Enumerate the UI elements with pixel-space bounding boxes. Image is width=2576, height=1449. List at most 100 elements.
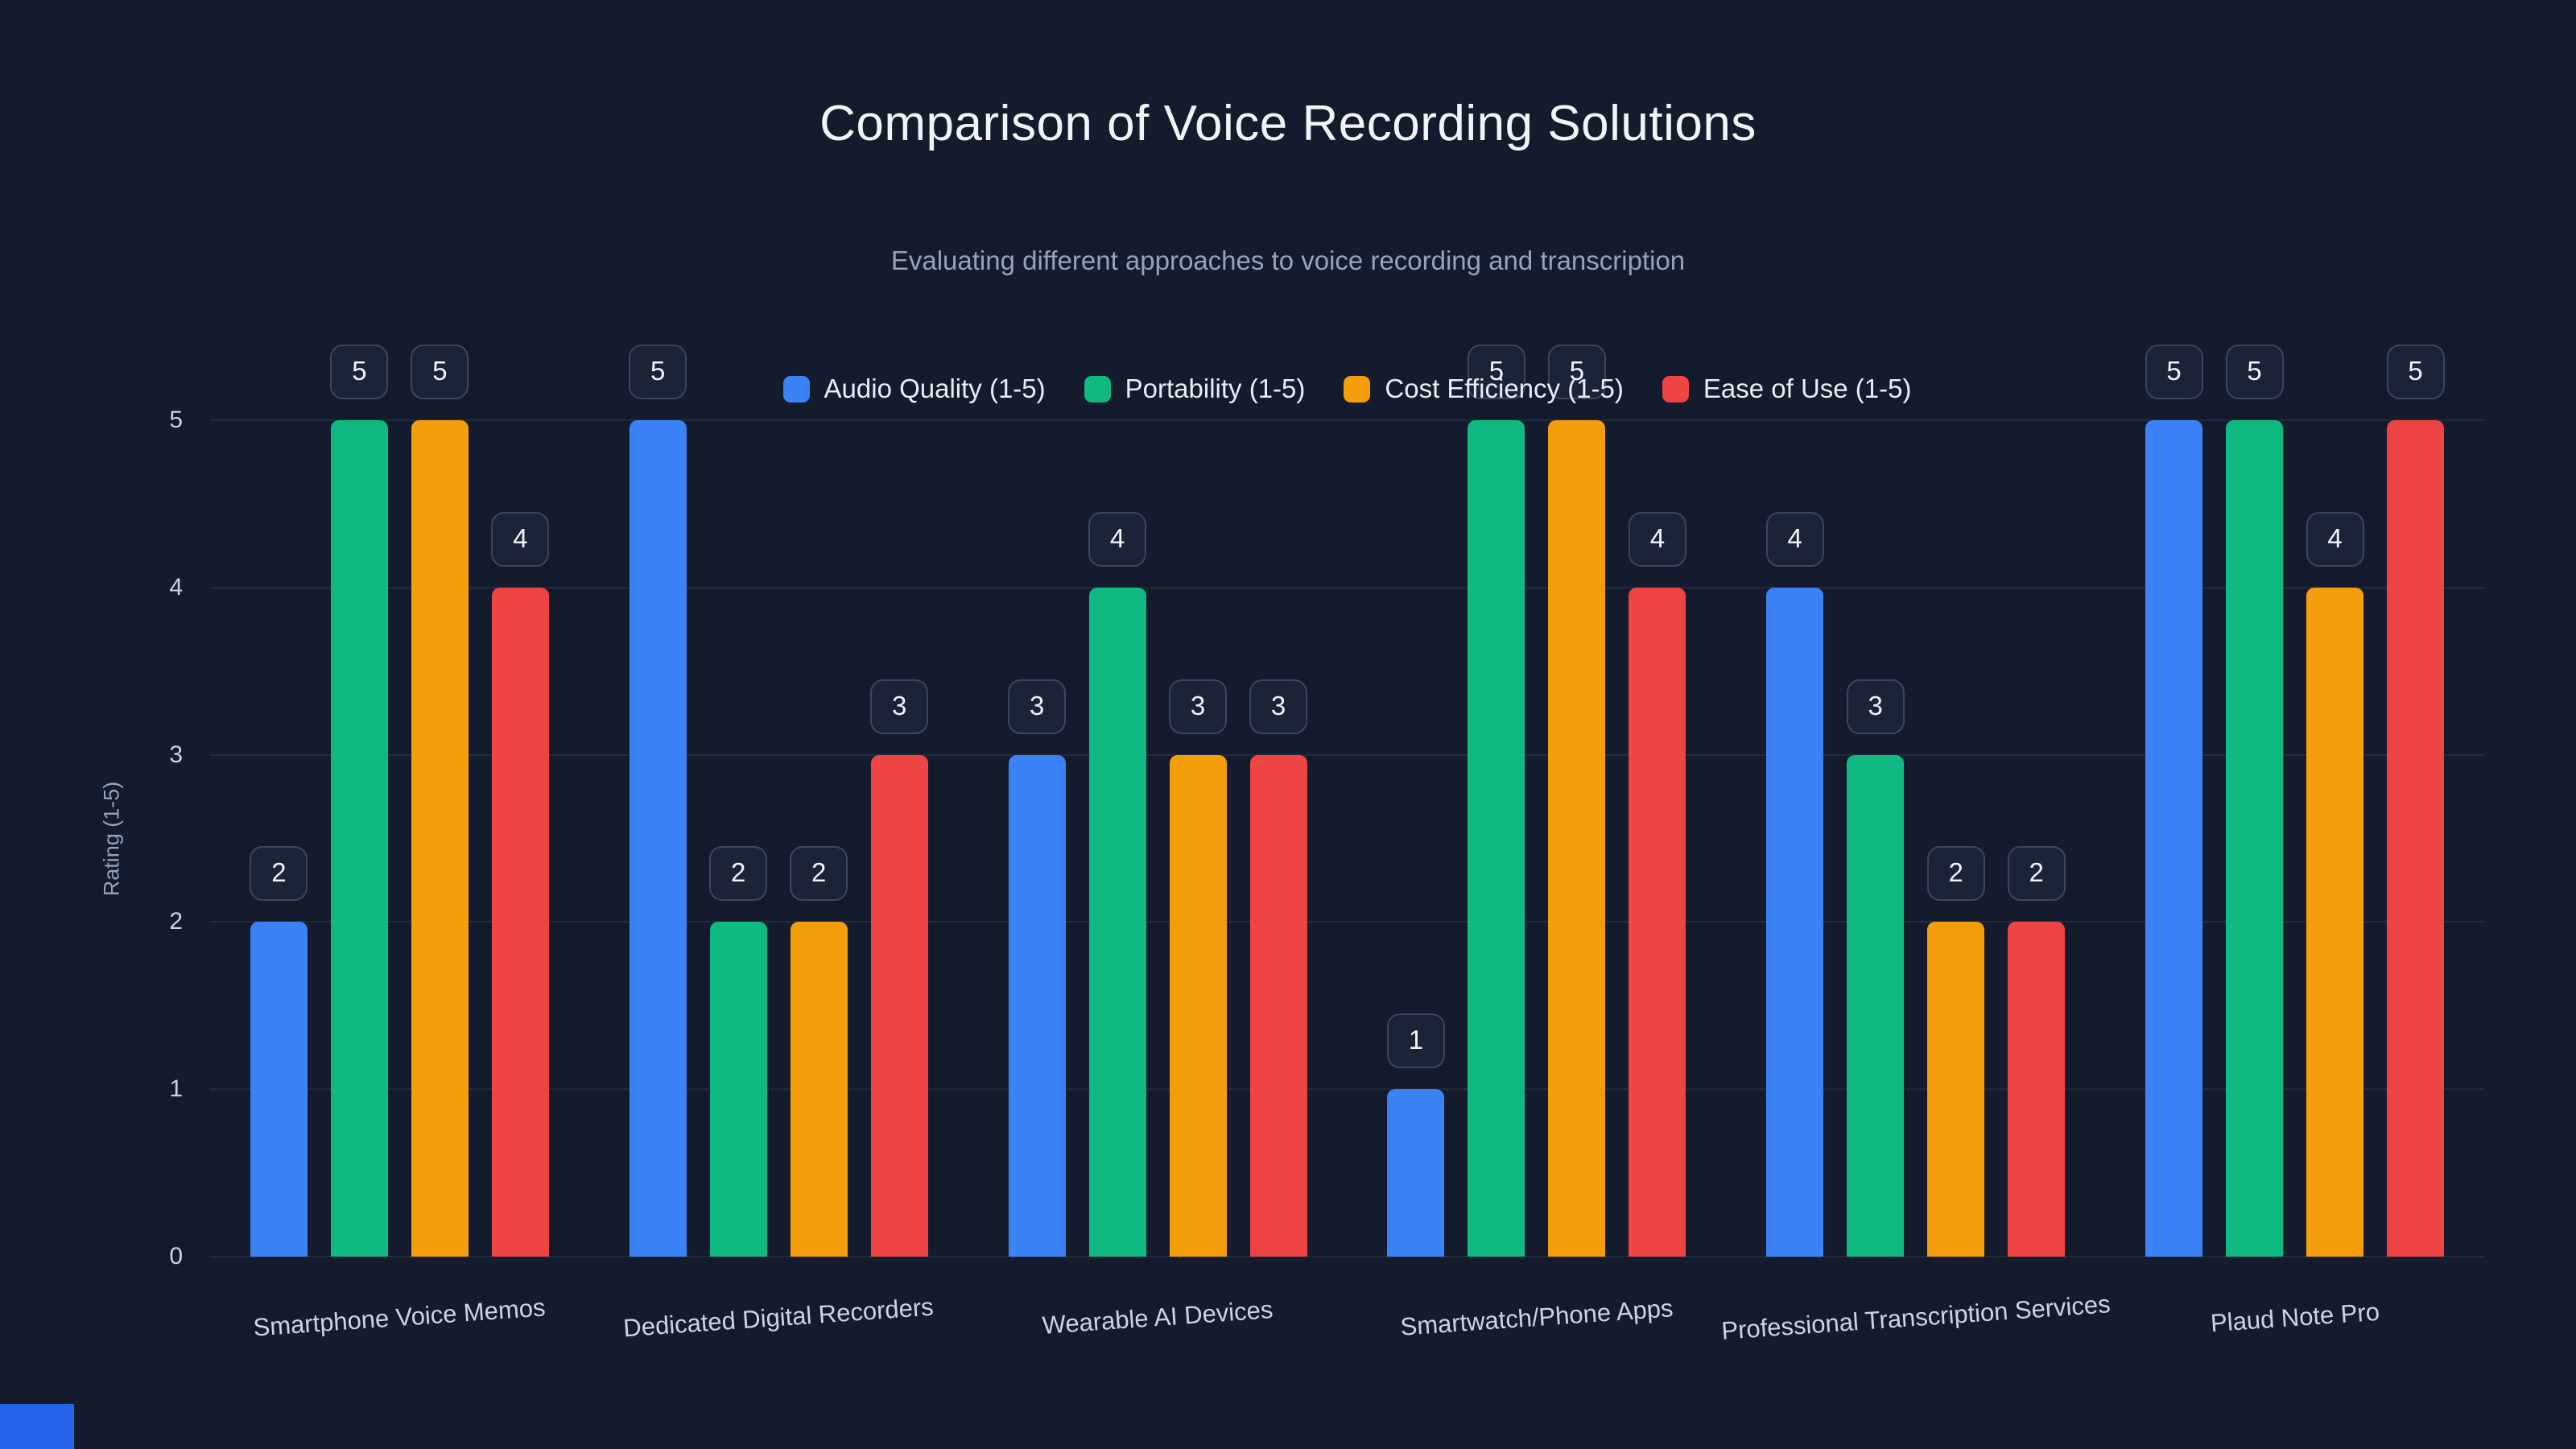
- bar[interactable]: [1548, 420, 1606, 1257]
- value-badge: 4: [491, 511, 550, 567]
- y-tick-label: 1: [169, 1075, 183, 1103]
- bar-slot: 3: [1008, 420, 1067, 1257]
- bar[interactable]: [1169, 754, 1227, 1257]
- bar-slot: 1: [1386, 420, 1445, 1257]
- value-badge: 2: [1926, 846, 1985, 902]
- legend-label: Audio Quality (1-5): [824, 374, 1046, 403]
- bar-slot: 2: [2007, 420, 2066, 1257]
- bar[interactable]: [330, 420, 388, 1257]
- chart-subtitle: Evaluating different approaches to voice…: [890, 246, 1686, 275]
- bar[interactable]: [870, 754, 928, 1257]
- bar[interactable]: [790, 922, 848, 1257]
- bar-slot: 4: [2306, 420, 2364, 1257]
- bar-slot: 4: [1088, 420, 1147, 1257]
- x-axis-label: Wearable AI Devices: [1041, 1295, 1274, 1340]
- bar[interactable]: [1927, 922, 1985, 1257]
- legend-item[interactable]: Cost Efficiency (1-5): [1344, 374, 1624, 404]
- legend-swatch-icon: [1662, 375, 1689, 402]
- legend-swatch-icon: [1084, 375, 1111, 402]
- value-badge: 5: [330, 345, 389, 399]
- bar-slot: 3: [1846, 420, 1905, 1257]
- bar[interactable]: [2306, 587, 2364, 1257]
- bar[interactable]: [2145, 420, 2203, 1257]
- value-badge: 3: [1169, 679, 1228, 734]
- value-badge: 4: [1088, 511, 1147, 567]
- chart-title: Comparison of Voice Recording Solutions: [819, 96, 1757, 151]
- bar-slot: 2: [709, 420, 768, 1257]
- bar[interactable]: [411, 420, 469, 1257]
- legend-item[interactable]: Portability (1-5): [1084, 374, 1306, 404]
- legend-label: Portability (1-5): [1125, 374, 1306, 403]
- gridline: [210, 586, 2484, 588]
- bar[interactable]: [1008, 754, 1066, 1257]
- x-axis-label: Smartwatch/Phone Apps: [1399, 1294, 1674, 1341]
- bar[interactable]: [2008, 922, 2066, 1257]
- legend-item[interactable]: Ease of Use (1-5): [1662, 374, 1912, 404]
- bar[interactable]: [250, 922, 308, 1257]
- bar[interactable]: [491, 587, 549, 1257]
- bar-slot: 5: [330, 345, 389, 1257]
- bar[interactable]: [1847, 754, 1905, 1257]
- value-badge: 1: [1386, 1013, 1445, 1069]
- bar-slot: 5: [1467, 345, 1525, 1257]
- bar[interactable]: [1249, 754, 1307, 1257]
- value-badge: 4: [1765, 511, 1824, 567]
- legend: Audio Quality (1-5) Portability (1-5) Cost…: [782, 374, 1912, 404]
- x-axis-labels: Smartphone Voice Memos Dedicated Digital …: [210, 1257, 2484, 1369]
- y-tick-label: 3: [169, 741, 183, 768]
- value-badge: 5: [2225, 345, 2284, 399]
- bar-slot: 3: [870, 420, 929, 1257]
- bar[interactable]: [629, 420, 687, 1257]
- legend-swatch-icon: [782, 375, 810, 402]
- gridline: [210, 753, 2484, 756]
- value-badge: 2: [709, 846, 768, 902]
- bar-slot: 5: [629, 345, 687, 1257]
- y-tick-label: 0: [169, 1243, 183, 1269]
- bar-slot: 2: [790, 420, 848, 1257]
- value-badge: 3: [1846, 679, 1905, 734]
- value-badge: 2: [2007, 846, 2066, 902]
- legend-label: Ease of Use (1-5): [1703, 374, 1912, 403]
- bar-slot: 2: [250, 420, 308, 1257]
- gridline: [210, 1088, 2484, 1091]
- bar-slot: 3: [1169, 420, 1228, 1257]
- value-badge: 3: [1008, 679, 1067, 734]
- y-axis-ticks: 0 1 2 3 4 5: [169, 407, 2484, 1269]
- y-tick-label: 4: [169, 573, 183, 601]
- value-badge: 3: [1249, 679, 1308, 734]
- value-badge: 5: [2386, 345, 2445, 399]
- value-badge: 4: [1628, 511, 1686, 567]
- bar[interactable]: [1766, 587, 1824, 1257]
- bottom-left-accent: [0, 1404, 74, 1449]
- legend-item[interactable]: Audio Quality (1-5): [782, 374, 1046, 404]
- bar-slot: 5: [1547, 345, 1606, 1257]
- y-tick-label: 5: [169, 407, 183, 433]
- bar[interactable]: [1088, 587, 1146, 1257]
- gridline: [210, 921, 2484, 923]
- value-badge: 5: [1467, 345, 1525, 399]
- value-badge: 5: [411, 345, 469, 399]
- bar[interactable]: [2387, 420, 2445, 1257]
- bar[interactable]: [2226, 420, 2284, 1257]
- value-badge: 5: [2145, 345, 2203, 399]
- bar[interactable]: [1387, 1089, 1445, 1257]
- bar[interactable]: [709, 922, 767, 1257]
- x-axis-label: Plaud Note Pro: [2209, 1297, 2380, 1338]
- bar[interactable]: [1468, 420, 1525, 1257]
- gridlines: [210, 419, 2484, 1257]
- bar-slot: 5: [411, 345, 469, 1257]
- bar-slot: 2: [1926, 420, 1985, 1257]
- value-badge: 2: [790, 846, 848, 902]
- y-axis-title: Rating (1-5): [99, 781, 124, 896]
- legend-label: Cost Efficiency (1-5): [1385, 374, 1624, 403]
- bar-slot: 4: [1765, 420, 1824, 1257]
- bar-slot: 5: [2225, 345, 2284, 1257]
- bar-slot: 5: [2145, 345, 2203, 1257]
- gridline: [210, 1256, 2484, 1257]
- bar[interactable]: [1629, 587, 1686, 1257]
